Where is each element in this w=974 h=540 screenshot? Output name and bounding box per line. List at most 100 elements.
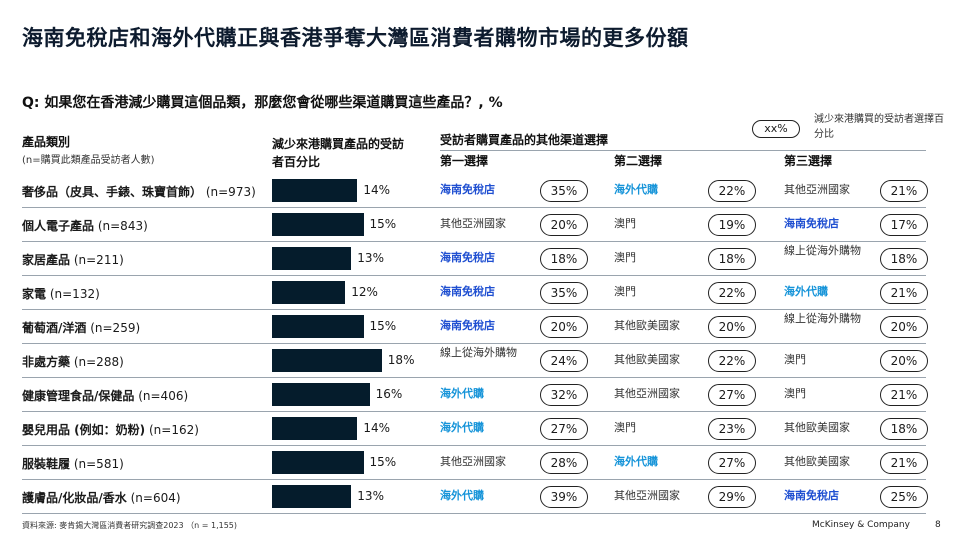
choice-2-percent: 19% bbox=[708, 214, 756, 236]
category-name: 服裝鞋履 bbox=[22, 457, 71, 471]
bar-value-label: 12% bbox=[351, 285, 378, 299]
table-row: 家電 (n=132) 12% 海南免稅店 35% 澳門 22% 海外代購 21% bbox=[0, 276, 974, 310]
choice-2-percent: 18% bbox=[708, 248, 756, 270]
category-label: 葡萄酒/洋酒 (n=259) bbox=[22, 319, 140, 336]
source-note: 資料來源: 麥肯錫大灣區消費者研究調查2023 （n = 1,155) bbox=[22, 521, 238, 530]
choice-3-percent: 18% bbox=[880, 248, 928, 270]
category-n: (n=132) bbox=[49, 287, 100, 301]
header-divider bbox=[440, 150, 926, 151]
choice-3-percent: 21% bbox=[880, 282, 928, 304]
category-n: (n=406) bbox=[138, 389, 189, 403]
channel-choice-3: 其他歐美國家 bbox=[784, 455, 850, 468]
channel-choice-2: 海外代購 bbox=[614, 183, 658, 196]
bar-value-label: 14% bbox=[363, 421, 391, 435]
table-row: 護膚品/化妝品/香水 (n=604) 13% 海外代購 39% 其他亞洲國家 29% 海南免… bbox=[0, 480, 974, 514]
category-name: 護膚品/化妝品/香水 bbox=[22, 491, 127, 505]
choice-2-percent: 29% bbox=[708, 486, 756, 508]
category-n: (n=259) bbox=[90, 321, 141, 335]
channel-choice-3: 海南免稅店 bbox=[784, 217, 839, 230]
header-bar-column: 減少來港購買產品的受訪者百分比 bbox=[272, 137, 405, 169]
table-row: 非處方藥 (n=288) 18% 線上從海外購物 24% 其他歐美國家 22% 澳門 20% bbox=[0, 344, 974, 378]
bar bbox=[272, 417, 358, 440]
choice-1-percent: 27% bbox=[540, 418, 588, 440]
choice-3-percent: 20% bbox=[880, 350, 928, 372]
channel-choice-1: 海南免稅店 bbox=[440, 251, 495, 264]
legend-pill: xx% bbox=[752, 120, 800, 138]
bar-value-label: 14% bbox=[363, 183, 391, 197]
table-row: 家居產品 (n=211) 13% 海南免稅店 18% 澳門 18% 線上從海外購物 18% bbox=[0, 242, 974, 276]
channel-choice-2: 澳門 bbox=[614, 251, 636, 264]
row-divider bbox=[22, 241, 926, 242]
channel-choice-1: 其他亞洲國家 bbox=[440, 217, 506, 230]
row-divider bbox=[22, 479, 926, 480]
choice-2-percent: 20% bbox=[708, 316, 756, 338]
channel-choice-3: 海外代購 bbox=[784, 285, 828, 298]
category-name: 奢侈品（皮具、手錶、珠寶首飾） bbox=[22, 185, 203, 199]
channel-choice-1: 海外代購 bbox=[440, 421, 484, 434]
header-category-sub: (n=購買此類產品受訪者人數) bbox=[22, 155, 155, 166]
choice-1-percent: 35% bbox=[540, 282, 588, 304]
channel-choice-1: 海外代購 bbox=[440, 387, 484, 400]
table-row: 葡萄酒/洋酒 (n=259) 15% 海南免稅店 20% 其他歐美國家 20% 線上從海外購… bbox=[0, 310, 974, 344]
row-divider bbox=[22, 513, 926, 514]
channel-choice-2: 其他歐美國家 bbox=[614, 353, 680, 366]
table-row: 嬰兒用品 (例如：奶粉) (n=162) 14% 海外代購 27% 澳門 23% 其他歐美國… bbox=[0, 412, 974, 446]
survey-question: Q: 如果您在香港減少購買這個品類，那麼您會從哪些渠道購買這些產品？, % bbox=[22, 95, 503, 111]
channel-choice-1: 海外代購 bbox=[440, 489, 484, 502]
channel-choice-3: 其他歐美國家 bbox=[784, 421, 850, 434]
choice-2-percent: 27% bbox=[708, 384, 756, 406]
table-row: 個人電子產品 (n=843) 15% 其他亞洲國家 20% 澳門 19% 海南免稅店 17% bbox=[0, 208, 974, 242]
choice-2-percent: 22% bbox=[708, 180, 756, 202]
row-divider bbox=[22, 445, 926, 446]
bar bbox=[272, 281, 346, 304]
table-row: 奢侈品（皮具、手錶、珠寶首飾） (n=973) 14% 海南免稅店 35% 海外代購 22… bbox=[0, 174, 974, 208]
category-name: 非處方藥 bbox=[22, 355, 71, 369]
category-n: (n=211) bbox=[73, 253, 124, 267]
channel-choice-2: 海外代購 bbox=[614, 455, 658, 468]
row-divider bbox=[22, 207, 926, 208]
choice-1-percent: 20% bbox=[540, 316, 588, 338]
category-n: (n=604) bbox=[130, 491, 181, 505]
category-label: 家居產品 (n=211) bbox=[22, 251, 124, 268]
row-divider bbox=[22, 377, 926, 378]
bar bbox=[272, 179, 358, 202]
choice-1-percent: 24% bbox=[540, 350, 588, 372]
category-name: 家居產品 bbox=[22, 253, 71, 267]
category-label: 服裝鞋履 (n=581) bbox=[22, 455, 124, 472]
category-label: 嬰兒用品 (例如：奶粉) (n=162) bbox=[22, 421, 199, 438]
choice-1-percent: 18% bbox=[540, 248, 588, 270]
choice-3-percent: 21% bbox=[880, 384, 928, 406]
header-choice-2: 第二選擇 bbox=[614, 154, 663, 168]
category-n: (n=288) bbox=[73, 355, 124, 369]
category-name: 嬰兒用品 (例如：奶粉) bbox=[22, 423, 146, 437]
choice-1-percent: 20% bbox=[540, 214, 588, 236]
choice-2-percent: 22% bbox=[708, 350, 756, 372]
bar-value-label: 15% bbox=[369, 455, 397, 469]
row-divider bbox=[22, 411, 926, 412]
header-channels: 受訪者購買產品的其他渠道選擇 bbox=[440, 133, 609, 147]
category-label: 非處方藥 (n=288) bbox=[22, 353, 124, 370]
channel-choice-1: 線上從海外購物 bbox=[440, 346, 517, 359]
row-divider bbox=[22, 275, 926, 276]
bar-value-label: 13% bbox=[357, 251, 384, 265]
table-row: 健康管理食品/保健品 (n=406) 16% 海外代購 32% 其他亞洲國家 27% 澳門 2… bbox=[0, 378, 974, 412]
channel-choice-3: 澳門 bbox=[784, 353, 806, 366]
category-n: (n=162) bbox=[148, 423, 199, 437]
category-label: 個人電子產品 (n=843) bbox=[22, 217, 148, 234]
category-n: (n=843) bbox=[97, 219, 148, 233]
channel-choice-2: 其他亞洲國家 bbox=[614, 387, 680, 400]
choice-1-percent: 32% bbox=[540, 384, 588, 406]
brand-label: McKinsey & Company bbox=[812, 520, 910, 530]
channel-choice-3: 線上從海外購物 bbox=[784, 312, 861, 325]
category-label: 家電 (n=132) bbox=[22, 285, 100, 302]
header-choice-3: 第三選擇 bbox=[784, 154, 833, 168]
choice-3-percent: 25% bbox=[880, 486, 928, 508]
legend-text: 減少來港購買的受訪者選擇百分比 bbox=[814, 114, 944, 140]
bar bbox=[272, 213, 364, 236]
bar-value-label: 15% bbox=[369, 217, 397, 231]
channel-choice-1: 海南免稅店 bbox=[440, 285, 495, 298]
choice-3-percent: 18% bbox=[880, 418, 928, 440]
choice-1-percent: 35% bbox=[540, 180, 588, 202]
category-label: 健康管理食品/保健品 (n=406) bbox=[22, 387, 188, 404]
channel-choice-2: 其他亞洲國家 bbox=[614, 489, 680, 502]
